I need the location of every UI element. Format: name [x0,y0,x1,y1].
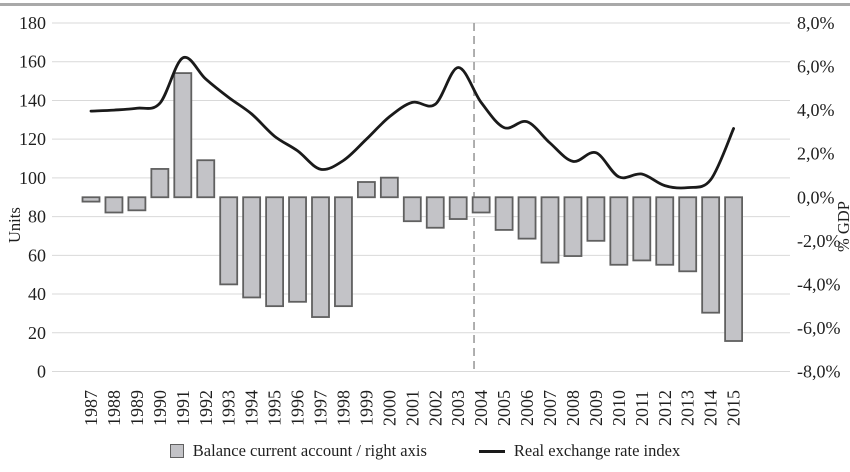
x-axis-tick: 2010 [609,390,629,426]
left-axis-tick: 160 [19,52,46,72]
bar-2004 [471,196,491,214]
legend-item-balance: Balance current account / right axis [169,441,427,461]
x-axis-tick: 1987 [81,390,101,426]
exchange-rate-line [89,55,735,190]
left-axis-title: Units [5,207,24,243]
bar-2002 [425,196,445,229]
bar-2012 [655,196,675,266]
right-axis-tick: -6,0% [797,318,841,338]
x-axis-tick: 1995 [265,390,285,426]
x-axis-tick: 2000 [379,390,399,426]
right-axis-tick: 0,0% [797,187,835,207]
chart-svg: 180 160 140 120 100 80 60 40 20 0 8,0% 6,0% 4,0% 2,0%… [5,13,850,426]
x-axis-tick: 1992 [196,390,216,426]
x-axis-tick: 2007 [540,390,560,426]
bar-2009 [586,196,606,242]
x-axis-tick: 2015 [724,390,744,426]
bar-1989 [127,196,147,212]
x-axis-tick: 2004 [471,390,491,426]
right-axis-tick: 6,0% [797,57,835,77]
bar-2006 [517,196,537,240]
x-axis-tick: 2008 [563,390,583,426]
legend-item-exchange-rate: Real exchange rate index [478,441,681,461]
x-axis-tick: 2013 [678,390,698,426]
legend-label-balance: Balance current account / right axis [192,441,427,460]
bar-1998 [334,196,353,308]
bar-1994 [242,196,262,299]
legend-label-exchange-rate: Real exchange rate index [513,441,681,460]
x-axis-tick: 1998 [333,390,353,426]
x-axis-tick: 1997 [311,390,331,426]
bar-2001 [402,196,422,223]
bar-2000 [379,176,399,199]
bar-2014 [701,196,721,314]
right-axis-tick: 4,0% [797,100,835,120]
x-axis-tick: 2002 [425,390,445,426]
left-axis-tick: 100 [19,168,46,188]
left-axis-tick: 60 [28,245,46,265]
left-axis-tick: 180 [19,13,46,33]
bar-1992 [196,159,216,199]
x-axis-tick: 2005 [494,390,514,426]
bar-1993 [219,196,239,286]
bar-1991 [173,72,193,199]
left-axis-tick: 40 [28,284,46,304]
x-axis-tick: 1999 [356,390,376,426]
x-axis-tick: 1993 [219,390,239,426]
left-axis-tick: 20 [28,323,46,343]
left-axis-tick: 0 [37,362,46,382]
x-axis-tick: 2012 [655,390,675,426]
left-axis-tick: 80 [28,207,46,227]
right-axis-tick: 8,0% [797,13,835,33]
x-axis-tick: 2006 [517,390,537,426]
x-axis-tick: 1988 [104,390,124,426]
x-axis-tick: 1996 [288,390,308,426]
x-axis-tick: 1994 [242,390,262,426]
bar-2005 [494,196,514,231]
line-swatch [478,449,505,453]
x-axis-tick: 2014 [701,390,721,426]
right-axis-tick: -2,0% [797,231,841,251]
bar-2003 [448,196,468,220]
bar-1995 [265,196,285,308]
bar-1996 [288,196,307,303]
right-axis-tick: 2,0% [797,144,835,164]
x-axis-tick: 2001 [402,390,422,426]
left-axis-tick: 120 [19,129,46,149]
bar-swatch [169,444,184,458]
bar-1990 [150,168,170,199]
bar-1988 [104,196,124,214]
x-axis-tick: 2003 [448,390,468,426]
bar-2010 [609,196,629,266]
right-axis-tick: -8,0% [797,362,841,382]
bar-2011 [632,196,652,262]
x-axis-tick: 1991 [173,390,193,426]
x-axis-tick: 1989 [127,390,147,426]
right-axis-title: % GDP [834,201,850,252]
x-axis-tick: 1990 [150,390,170,426]
bar-2013 [678,196,698,273]
top-border-rule [0,3,850,6]
left-axis-tick: 140 [19,90,46,110]
chart-legend: Balance current account / right axis Rea… [0,441,850,461]
bar-2015 [724,196,743,342]
bar-2007 [540,196,560,264]
bar-1987 [81,196,101,203]
right-axis-tick: -4,0% [797,274,841,294]
x-axis-tick: 2009 [586,390,606,426]
bar-1999 [356,181,376,199]
x-axis-tick: 2011 [632,391,652,426]
bar-2008 [563,196,583,257]
bar-1997 [311,196,330,318]
